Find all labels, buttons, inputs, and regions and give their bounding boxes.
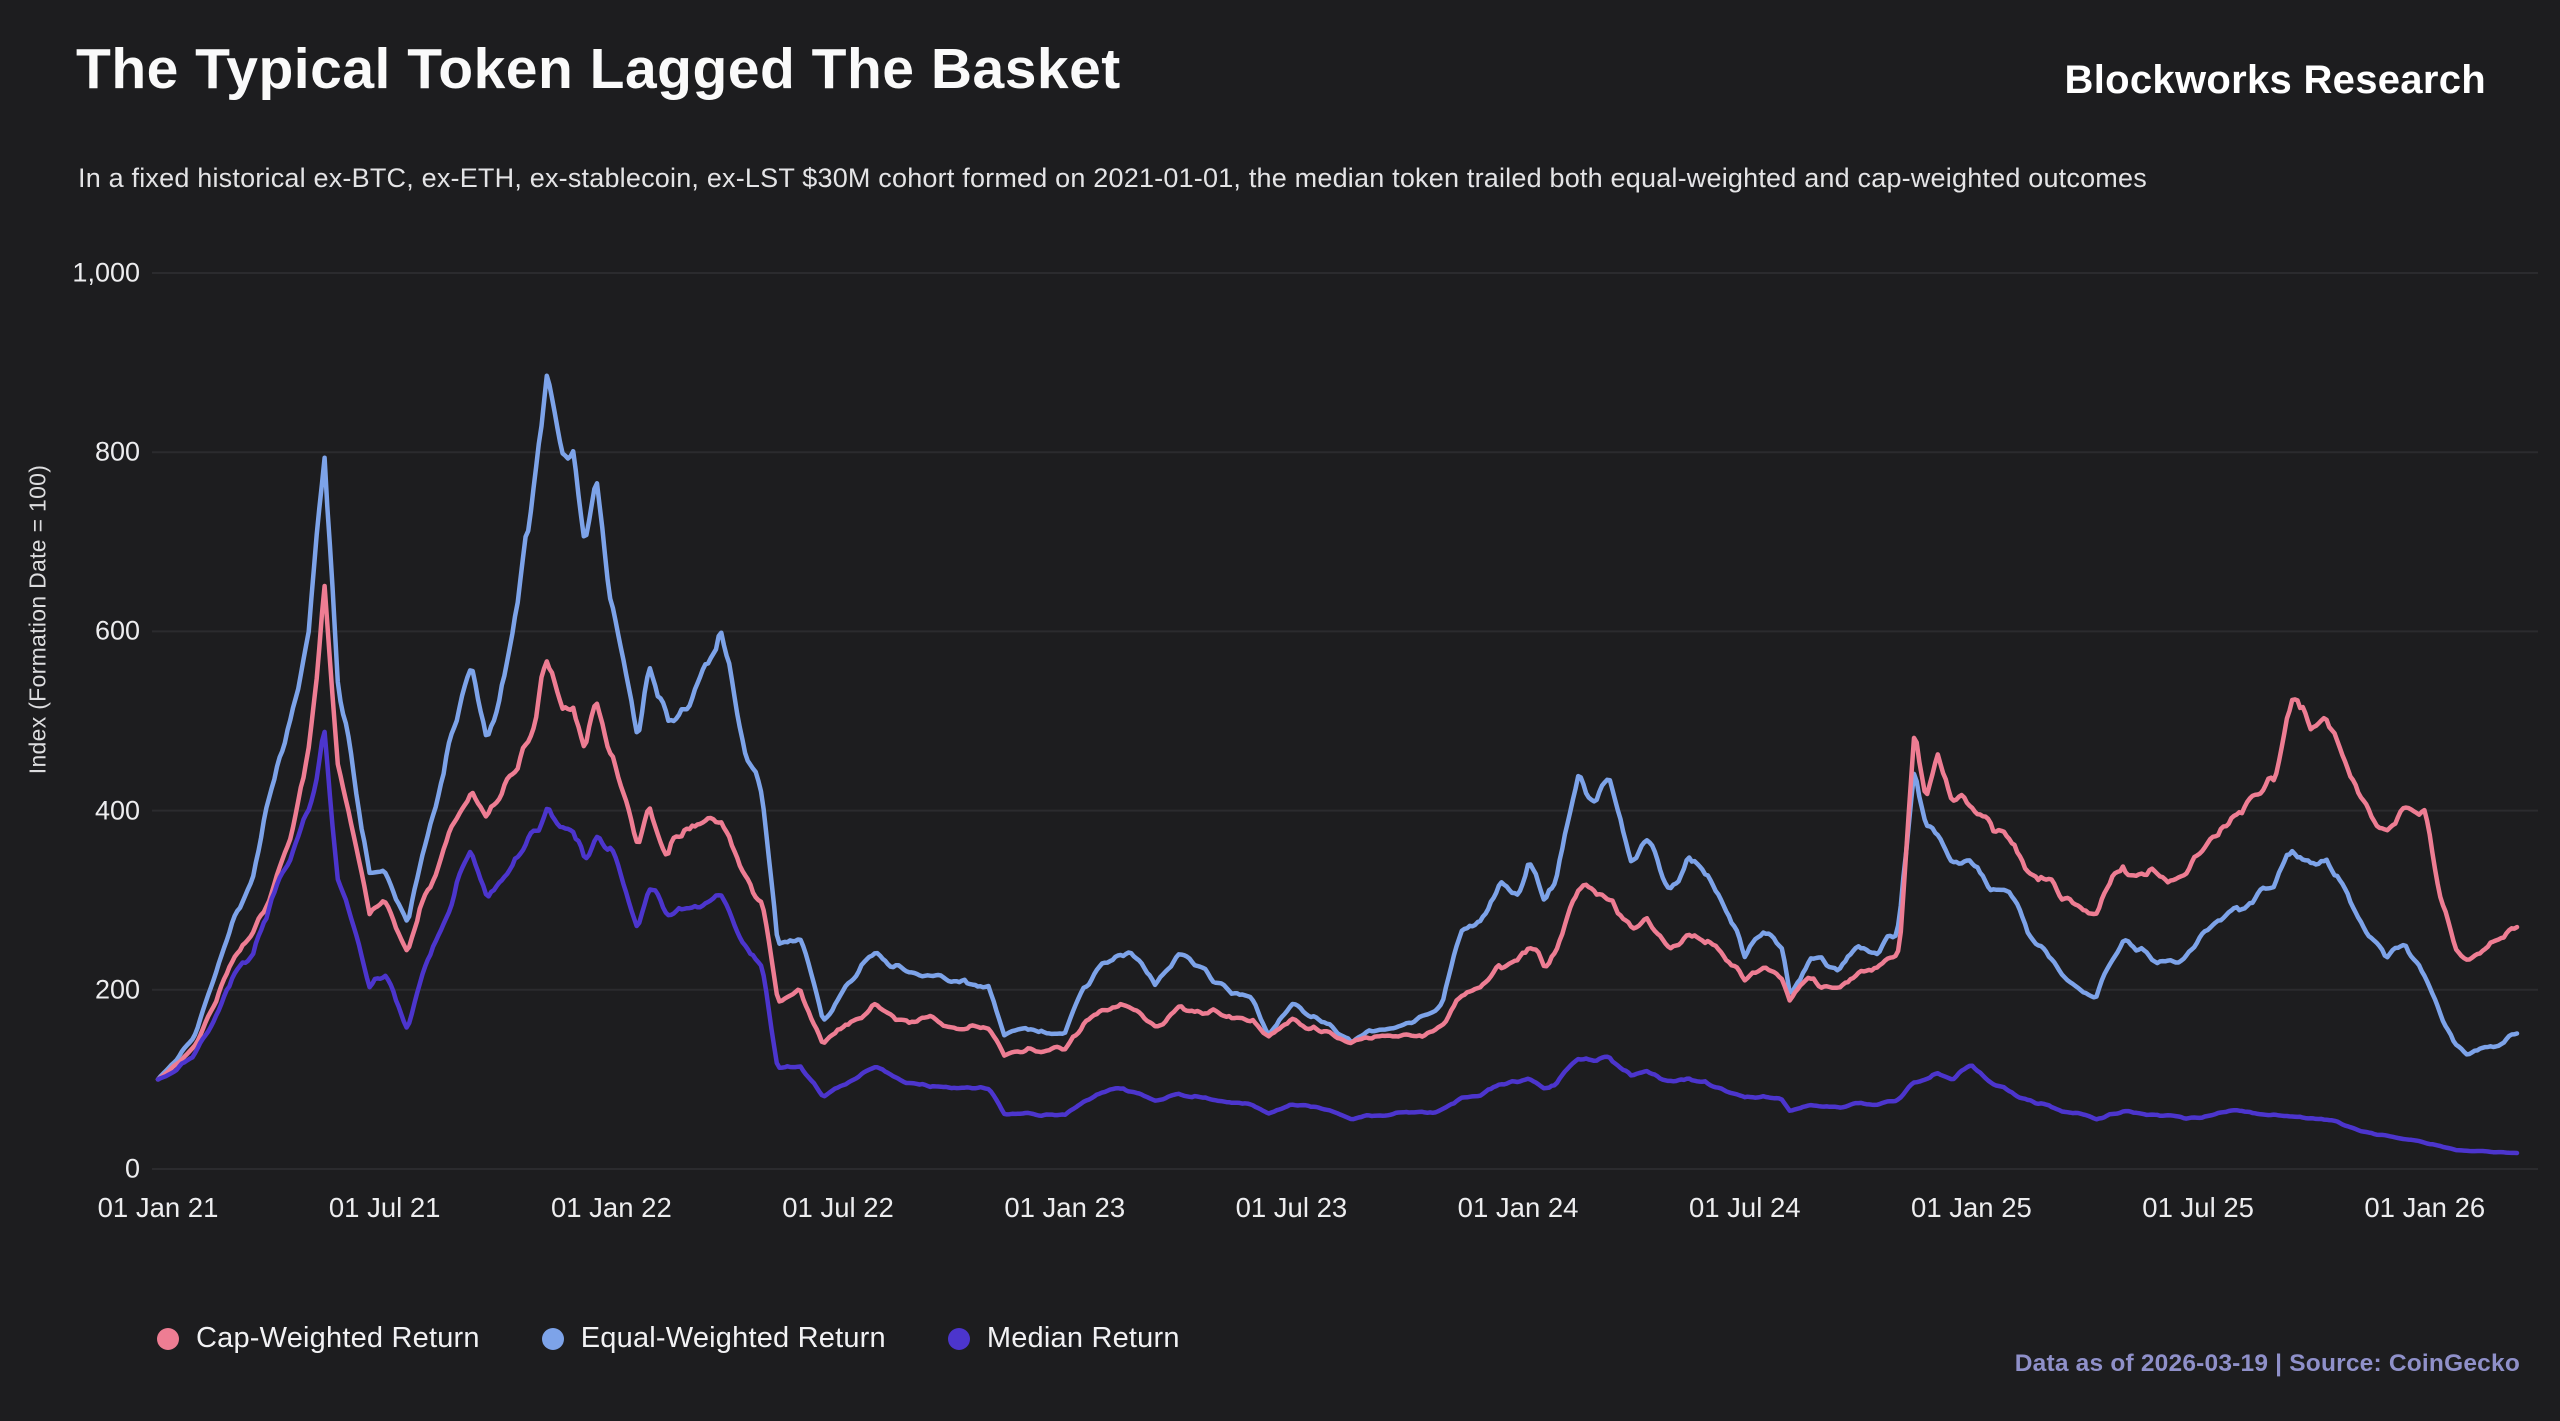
legend: Cap-Weighted Return Equal-Weighted Return… [157,1322,1180,1355]
legend-label: Cap-Weighted Return [196,1322,480,1354]
series-line-median-return [155,729,2520,1156]
y-tick-label: 0 [124,1153,140,1184]
y-tick-label: 1,000 [72,257,140,288]
page-title: The Typical Token Lagged The Basket [76,37,1121,101]
y-tick-label: 600 [94,615,140,646]
brand-logo: Blockworks Research [2064,58,2486,102]
legend-dot-icon [157,1327,179,1350]
x-tick-label: 01 Jul 25 [2142,1192,2254,1223]
y-tick-label: 200 [94,974,140,1005]
x-tick-label: 01 Jan 26 [2364,1192,2486,1223]
x-tick-label: 01 Jul 22 [782,1192,894,1223]
series-line-cap-weighted-return [155,583,2520,1082]
x-tick-label: 01 Jan 21 [97,1192,219,1223]
x-tick-label: 01 Jan 22 [550,1192,672,1223]
legend-label: Median Return [986,1322,1180,1354]
source-attribution: Data as of 2026-03-19 | Source: CoinGeck… [2014,1350,2520,1377]
legend-item-equal-weighted-return: Equal-Weighted Return [541,1322,886,1355]
x-tick-label: 01 Jan 24 [1457,1192,1579,1223]
gridlines [152,272,2538,1170]
legend-item-cap-weighted-return: Cap-Weighted Return [157,1322,480,1355]
legend-label: Equal-Weighted Return [580,1322,886,1354]
x-tick-label: 01 Jan 23 [1004,1192,1126,1223]
x-tick-label: 01 Jul 23 [1235,1192,1348,1223]
y-tick-label: 800 [94,436,140,467]
x-tick-label: 01 Jan 25 [1911,1192,2032,1223]
chart-subtitle: In a fixed historical ex-BTC, ex-ETH, ex… [78,163,2147,193]
y-tick-label: 400 [94,795,140,826]
legend-item-median-return: Median Return [947,1322,1180,1355]
legend-dot-icon [947,1327,970,1350]
x-tick-label: 01 Jul 24 [1688,1192,1801,1223]
x-tick-label: 01 Jul 21 [328,1192,441,1223]
legend-dot-icon [541,1327,564,1350]
series-line-equal-weighted-return [155,373,2520,1082]
